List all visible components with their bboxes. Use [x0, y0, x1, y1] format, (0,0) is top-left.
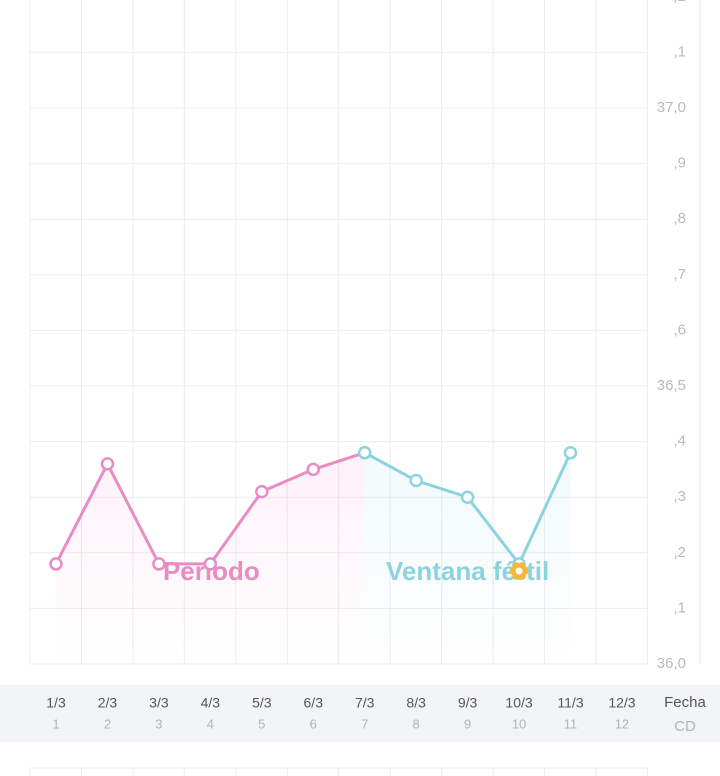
flower-icon — [509, 562, 529, 580]
x-tick-label: 8/3 — [406, 695, 426, 711]
x-tick-label: 5/3 — [252, 695, 272, 711]
flower-center — [515, 567, 523, 575]
point — [563, 445, 578, 460]
cd-label: 4 — [207, 716, 214, 731]
y-tick-label: 37,0 — [657, 99, 686, 116]
cd-label: 8 — [413, 716, 420, 731]
area — [364, 452, 571, 664]
x-tick-label: 12/3 — [608, 695, 635, 711]
cd-label: 3 — [155, 716, 162, 731]
cd-label: 6 — [310, 716, 317, 731]
point — [152, 557, 166, 571]
y-tick-label: ,3 — [673, 488, 686, 505]
cd-label: 7 — [361, 716, 368, 731]
point — [49, 557, 63, 571]
point — [100, 457, 115, 471]
x-tick-label: 3/3 — [149, 695, 169, 711]
x2-axis-label: CD — [674, 718, 696, 735]
y-tick-label: ,7 — [673, 266, 686, 283]
x-tick-label: 6/3 — [304, 695, 324, 711]
x-axis-label: Fecha — [664, 694, 706, 711]
y-tick-label: 36,0 — [657, 655, 686, 672]
y-tick-label: ,6 — [673, 321, 686, 338]
y-tick-label: ,2 — [673, 544, 686, 561]
y-tick-label: ,4 — [673, 433, 686, 450]
x-tick-label: 11/3 — [557, 695, 583, 711]
x-tick-label: 1/3 — [46, 695, 66, 711]
y-tick-label: ,9 — [673, 155, 686, 172]
y-tick-label: 36,5 — [657, 377, 686, 394]
x-tick-label: 10/3 — [505, 695, 532, 711]
y-tick-label: ,1 — [673, 43, 686, 60]
cd-label: 2 — [104, 716, 111, 731]
x-axis-band — [0, 685, 720, 742]
x-tick-label: 4/3 — [201, 695, 221, 711]
cd-label: 9 — [464, 716, 471, 731]
point — [306, 462, 320, 477]
y-tick-label: ,1 — [673, 599, 686, 616]
y-tick-label: ,2 — [673, 0, 686, 5]
point — [357, 445, 372, 460]
point — [409, 473, 423, 488]
cd-label: 10 — [512, 716, 526, 731]
x-tick-label: 7/3 — [355, 695, 375, 711]
point — [255, 484, 269, 499]
cd-label: 5 — [258, 716, 265, 731]
cd-label: 1 — [52, 716, 59, 731]
cd-label: 12 — [615, 716, 629, 731]
point — [460, 490, 475, 504]
y-tick-label: ,8 — [673, 210, 686, 227]
point — [203, 557, 218, 571]
area — [56, 452, 365, 664]
cd-label: 11 — [564, 716, 578, 731]
x-tick-label: 2/3 — [98, 695, 118, 711]
x-tick-label: 9/3 — [458, 695, 478, 711]
